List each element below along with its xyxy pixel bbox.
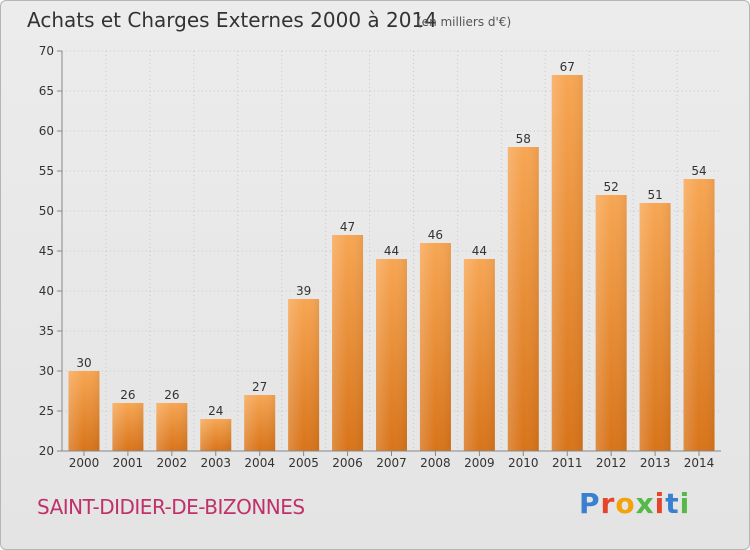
y-tick-label: 30 [39,364,54,378]
bar-shade [112,403,144,451]
data-label: 44 [384,244,399,258]
logo-letter: o [615,487,636,520]
data-label: 67 [560,60,575,74]
data-label: 44 [472,244,487,258]
y-tick-label: 35 [39,324,54,338]
bar-shade [332,235,364,451]
y-tick-label: 70 [39,44,54,58]
y-tick-label: 45 [39,244,54,258]
data-label: 26 [164,388,179,402]
labels: 20 25 30 35 40 45 50 55 60 65 70 30 2000 26 2001 26 2002… [39,44,715,470]
logo-letter: i [679,487,691,520]
x-tick-label: 2005 [288,456,319,470]
x-tick-label: 2008 [420,456,451,470]
logo-letter: r [600,487,616,520]
y-tick-label: 20 [39,444,54,458]
x-tick-label: 2001 [113,456,144,470]
x-tick-label: 2010 [508,456,539,470]
grid-lines [62,50,721,451]
bar-shade [639,203,671,451]
logo-letter: t [665,487,680,520]
data-label: 52 [604,180,619,194]
y-tick-label: 50 [39,204,54,218]
data-label: 54 [691,164,706,178]
chart-title: Achats et Charges Externes 2000 à 2014 [27,8,437,32]
logo-letter: i [654,487,666,520]
data-label: 24 [208,404,223,418]
x-tick-label: 2003 [200,456,231,470]
data-label: 58 [516,132,531,146]
y-tick-label: 55 [39,164,54,178]
bar-shade [683,179,715,451]
bar-shade [419,243,451,451]
x-tick-label: 2011 [552,456,583,470]
commune-name: SAINT-DIDIER-DE-BIZONNES [37,495,305,519]
x-tick-label: 2007 [376,456,407,470]
bar-shade [68,371,100,451]
data-label: 39 [296,284,311,298]
bar-shade [376,259,407,451]
bar-shade [507,147,539,451]
y-tick-label: 65 [39,84,54,98]
bar-shade [595,195,627,451]
x-tick-label: 2004 [244,456,275,470]
bar-shade [156,403,188,451]
x-tick-label: 2012 [596,456,627,470]
data-label: 46 [428,228,443,242]
bar-shade [244,395,276,451]
y-tick-label: 25 [39,404,54,418]
y-tick-label: 40 [39,284,54,298]
x-tick-label: 2000 [69,456,100,470]
x-tick-label: 2002 [157,456,188,470]
bars [68,75,715,451]
data-label: 51 [647,188,662,202]
axes [57,50,721,456]
data-label: 26 [120,388,135,402]
x-tick-label: 2009 [464,456,495,470]
y-tick-label: 60 [39,124,54,138]
x-tick-label: 2013 [640,456,671,470]
proxiti-logo[interactable]: Proxiti [579,487,690,520]
x-tick-label: 2014 [684,456,715,470]
bar-shade [551,75,583,451]
data-label: 27 [252,380,267,394]
x-tick-label: 2006 [332,456,363,470]
logo-letter: x [635,487,655,520]
chart-subtitle: (en milliers d'€) [417,15,512,29]
data-label: 47 [340,220,355,234]
bar-shade [463,259,495,451]
bar-shade [200,419,232,451]
bar-shade [288,299,320,451]
logo-letter: P [579,487,601,520]
data-label: 30 [76,356,91,370]
